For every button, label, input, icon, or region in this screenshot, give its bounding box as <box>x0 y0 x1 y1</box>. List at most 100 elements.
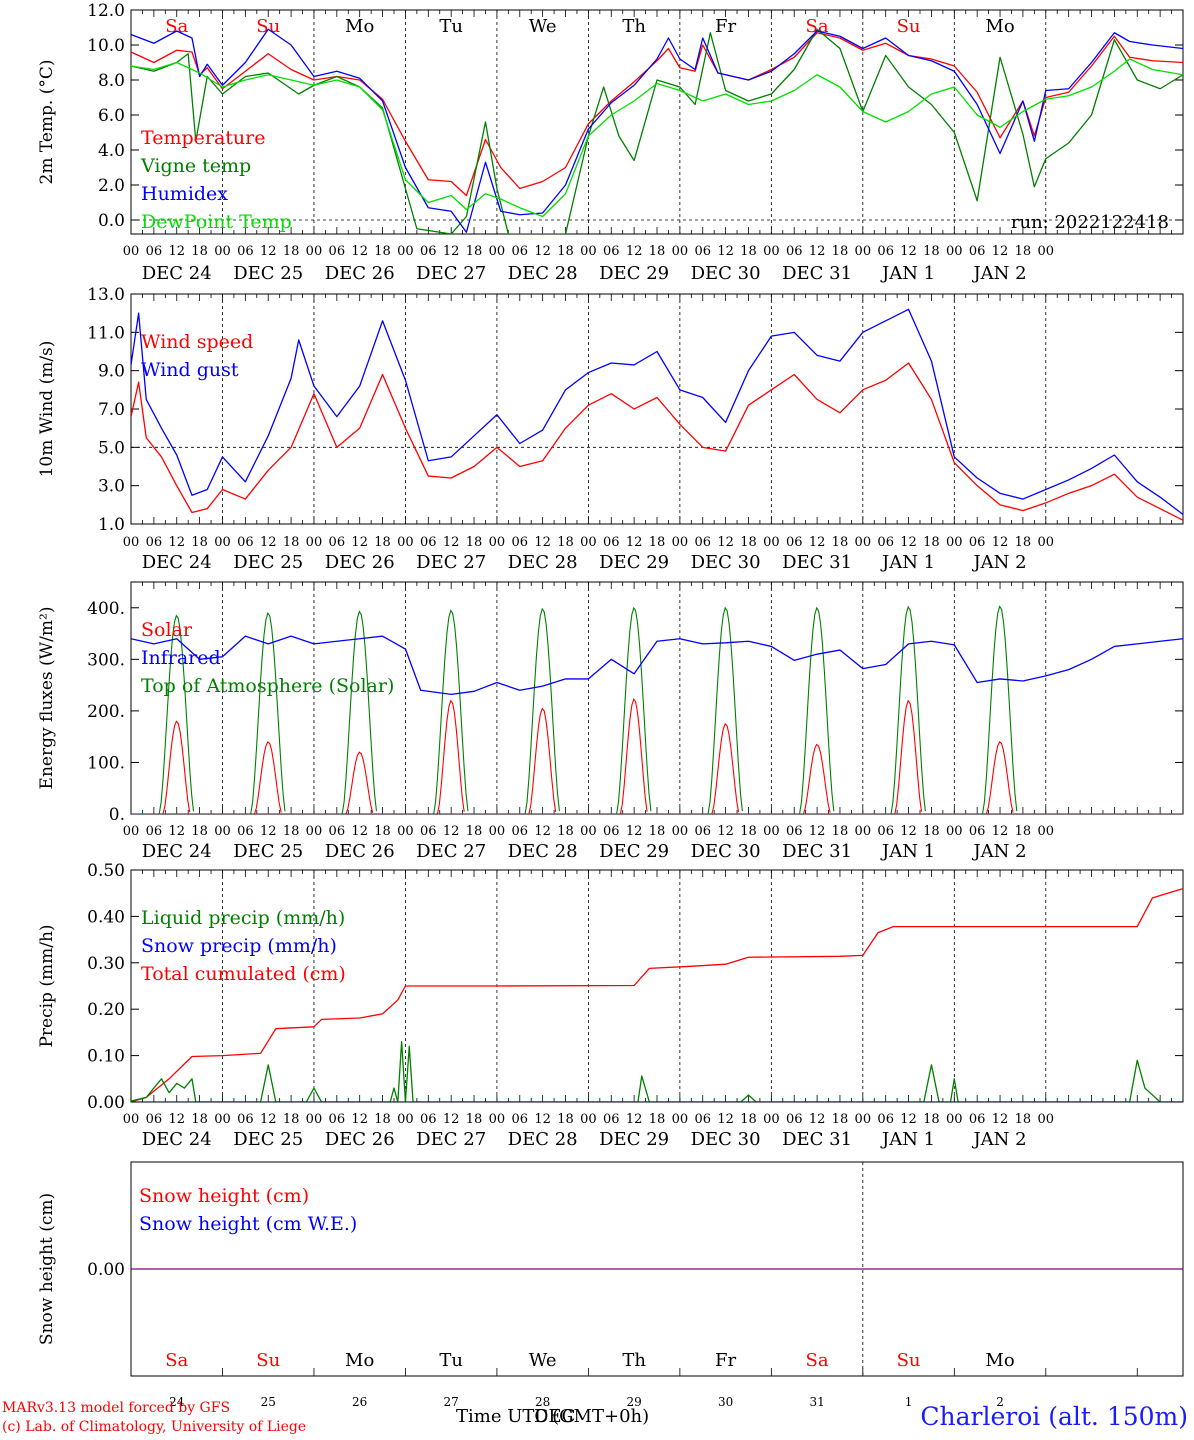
panel-energy: 400. 300. 200. 100. 0. Energy fluxes (W/m²) 00… <box>37 581 1184 862</box>
hour-tick-label: 12 <box>443 824 460 839</box>
hour-tick-label: 18 <box>832 535 849 550</box>
hour-tick-label: 06 <box>694 1112 711 1127</box>
series-dewpoint-temp <box>131 58 1183 218</box>
hour-tick-label: 06 <box>694 824 711 839</box>
hour-tick-label: 06 <box>786 244 803 259</box>
weekday-label: Mo <box>985 16 1014 37</box>
hour-tick-label: 18 <box>1015 1112 1032 1127</box>
y-tick-label: 0.20 <box>87 1000 125 1020</box>
hour-tick-label: 18 <box>374 535 391 550</box>
hour-tick-label: 00 <box>855 535 872 550</box>
hour-tick-label: 00 <box>580 1112 597 1127</box>
hour-tick-label: 00 <box>580 535 597 550</box>
date-label: DEC 25 <box>233 1129 303 1150</box>
date-label: DEC 28 <box>508 1129 578 1150</box>
weekday-label: Tu <box>439 16 463 37</box>
y-axis-label: 2m Temp. (°C) <box>37 59 57 184</box>
date-label: DEC 26 <box>325 263 395 284</box>
hour-tick-label: 00 <box>763 824 780 839</box>
hour-tick-label: 18 <box>832 244 849 259</box>
solar-curve <box>894 699 923 814</box>
hour-tick-label: 12 <box>443 244 460 259</box>
date-label: DEC 29 <box>599 841 669 862</box>
hour-tick-label: 00 <box>946 244 963 259</box>
hour-tick-label: 18 <box>1015 244 1032 259</box>
hour-tick-label: 00 <box>214 535 231 550</box>
hour-tick-label: 00 <box>123 824 140 839</box>
hour-tick-label: 12 <box>717 535 734 550</box>
date-label: DEC 31 <box>782 1129 852 1150</box>
hour-tick-label: 12 <box>809 824 826 839</box>
legend-entry: Snow height (cm) <box>139 1185 309 1207</box>
hour-tick-label: 00 <box>855 244 872 259</box>
hour-tick-label: 00 <box>306 244 323 259</box>
y-tick-label: 0.50 <box>87 861 125 881</box>
hour-tick-label: 00 <box>763 535 780 550</box>
toa-solar-curve <box>158 614 195 814</box>
legend-entry: Infrared <box>141 647 221 669</box>
weekday-label: We <box>529 1350 557 1371</box>
solar-curve <box>711 722 740 814</box>
time-label: Time UTC DEC (GMT+0h) <box>456 1406 649 1427</box>
hour-tick-label: 12 <box>992 824 1009 839</box>
date-label: DEC 24 <box>142 1129 212 1150</box>
weekday-label: Su <box>256 1350 280 1371</box>
hour-tick-label: 18 <box>191 535 208 550</box>
weekday-label: Sa <box>806 16 829 37</box>
y-tick-label: 4.0 <box>98 141 125 161</box>
date-label: JAN 1 <box>880 1129 935 1150</box>
y-tick-label: 0. <box>109 805 125 825</box>
hour-tick-label: 18 <box>740 1112 757 1127</box>
hour-tick-label: 12 <box>260 244 277 259</box>
y-axis-label: Precip (mm/h) <box>37 924 57 1047</box>
day-number-label: 30 <box>718 1395 733 1409</box>
series-wind-gust <box>131 308 1183 515</box>
y-tick-label: 7.0 <box>98 400 125 420</box>
y-tick-label: 9.0 <box>98 362 125 382</box>
legend-entry: Total cumulated (cm) <box>141 963 346 985</box>
legend-entry: DewPoint Temp <box>141 211 292 233</box>
hour-tick-label: 12 <box>717 1112 734 1127</box>
date-label: DEC 27 <box>416 263 486 284</box>
y-tick-label: 8.0 <box>98 71 125 91</box>
hour-tick-label: 18 <box>466 824 483 839</box>
hour-tick-label: 12 <box>168 824 185 839</box>
hour-tick-label: 00 <box>306 824 323 839</box>
date-label: DEC 24 <box>142 552 212 573</box>
hour-tick-label: 06 <box>786 1112 803 1127</box>
hour-tick-label: 06 <box>237 244 254 259</box>
hour-tick-label: 00 <box>1038 244 1055 259</box>
hour-tick-label: 06 <box>329 824 346 839</box>
hour-tick-label: 12 <box>626 535 643 550</box>
hour-tick-label: 18 <box>557 535 574 550</box>
hour-tick-label: 06 <box>329 1112 346 1127</box>
hour-tick-label: 18 <box>1015 535 1032 550</box>
hour-tick-label: 06 <box>786 824 803 839</box>
series-group <box>131 605 1183 814</box>
date-label: DEC 31 <box>782 552 852 573</box>
hour-tick-label: 12 <box>717 824 734 839</box>
hour-tick-label: 00 <box>672 824 689 839</box>
weekday-label: Su <box>897 16 921 37</box>
date-label: DEC 30 <box>691 841 761 862</box>
hour-tick-label: 18 <box>740 824 757 839</box>
solar-curve <box>528 707 557 814</box>
hour-tick-label: 12 <box>809 535 826 550</box>
hour-tick-label: 00 <box>855 1112 872 1127</box>
series-temperature <box>131 32 1183 197</box>
series-liquid-precip-mm-h- <box>131 1041 1183 1102</box>
day-number-label: 1 <box>905 1395 913 1409</box>
date-label: DEC 30 <box>691 263 761 284</box>
time-label-b: DEC <box>534 1406 576 1427</box>
hour-tick-label: 06 <box>237 1112 254 1127</box>
date-label: DEC 24 <box>142 263 212 284</box>
series-wind-speed <box>131 362 1183 521</box>
solar-curve <box>985 741 1014 814</box>
hour-tick-label: 06 <box>969 244 986 259</box>
hour-tick-label: 06 <box>146 535 163 550</box>
hour-tick-label: 00 <box>489 1112 506 1127</box>
hour-tick-label: 12 <box>900 244 917 259</box>
date-label: DEC 31 <box>782 841 852 862</box>
weekday-label: Mo <box>985 1350 1014 1371</box>
weekday-label: Sa <box>165 16 188 37</box>
